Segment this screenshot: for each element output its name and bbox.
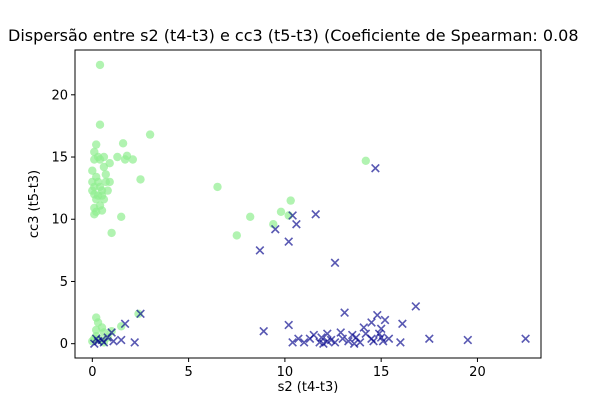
scatter-point-x xyxy=(259,326,269,336)
scatter-point-circle xyxy=(105,177,114,187)
scatter-point-x xyxy=(284,320,294,330)
scatter-point-circle xyxy=(95,155,105,164)
scatter-point-x xyxy=(424,334,434,344)
scatter-point-circle xyxy=(92,140,101,149)
scatter-point-x xyxy=(99,338,109,347)
x-axis-label: s2 (t4-t3) xyxy=(278,380,339,395)
scatter-point-x xyxy=(396,338,405,347)
scatter-point-x xyxy=(521,334,530,344)
scatter-point-circle xyxy=(120,155,130,164)
plot-frame xyxy=(74,49,542,359)
scatter-point-x xyxy=(330,338,340,347)
scatter-point-circle xyxy=(118,139,128,148)
scatter-point-x xyxy=(349,339,359,349)
x-tick-label: 20 xyxy=(469,365,486,380)
scatter-point-circle xyxy=(361,156,370,165)
scatter-point-circle xyxy=(99,195,109,204)
scatter-point-x xyxy=(299,338,309,347)
scatter-point-x xyxy=(288,211,297,220)
scatter-point-circle xyxy=(92,325,101,335)
scatter-point-x xyxy=(136,309,145,319)
x-tick-label: 15 xyxy=(373,365,390,380)
x-tick-label: 0 xyxy=(88,365,96,380)
scatter-point-circle xyxy=(232,231,241,240)
scatter-point-x xyxy=(294,334,303,344)
scatter-point-circle xyxy=(95,60,105,70)
scatter-point-circle xyxy=(117,322,126,331)
scatter-point-circle xyxy=(134,309,143,318)
y-axis-ticks: 0 5 10 15 20 xyxy=(51,88,75,352)
scatter-point-x xyxy=(347,330,357,340)
y-tick-label: 0 xyxy=(60,337,68,352)
x-axis-ticks: 0 5 10 15 20 xyxy=(88,358,486,380)
scatter-point-x xyxy=(330,258,340,268)
scatter-point-x xyxy=(109,336,118,346)
y-tick-label: 5 xyxy=(60,275,68,290)
x-tick-label: 10 xyxy=(277,365,294,380)
y-tick-label: 20 xyxy=(51,88,68,103)
scatter-point-x xyxy=(344,336,353,346)
scatter-point-circle xyxy=(276,207,286,216)
scatter-point-x xyxy=(380,315,390,325)
scatter-point-x xyxy=(463,335,473,345)
scatter-point-x xyxy=(288,338,297,347)
scatter-point-x xyxy=(338,334,348,344)
scatter-point-x xyxy=(371,163,380,173)
scatter-point-x xyxy=(378,336,388,346)
scatter-point-x xyxy=(322,336,332,346)
scatter-point-circle xyxy=(246,212,255,221)
scatter-point-x xyxy=(89,339,99,349)
scatter-point-circle xyxy=(95,120,105,129)
points-layer xyxy=(88,60,530,349)
scatter-point-x xyxy=(319,339,328,349)
scatter-point-x xyxy=(292,219,301,229)
scatter-point-x xyxy=(384,334,394,344)
scatter-point-x xyxy=(130,338,140,347)
scatter-point-circle xyxy=(128,155,137,164)
scatter-point-circle xyxy=(90,210,99,219)
scatter-point-circle xyxy=(107,228,116,238)
scatter-point-circle xyxy=(101,170,111,179)
scatter-point-x xyxy=(367,318,376,327)
y-axis-label: cc3 (t5-t3) xyxy=(27,170,42,238)
scatter-point-x xyxy=(311,209,321,219)
scatter-point-x xyxy=(369,336,378,346)
scatter-point-x xyxy=(116,335,126,345)
scatter-point-x xyxy=(270,224,280,234)
scatter-point-x xyxy=(255,246,265,255)
scatter-point-circle xyxy=(99,162,109,172)
scatter-point-x xyxy=(305,334,315,344)
scatter-point-circle xyxy=(145,130,155,139)
x-tick-label: 5 xyxy=(184,365,192,380)
scatter-point-circle xyxy=(136,175,145,184)
scatter-point-x xyxy=(372,310,382,320)
scatter-point-x xyxy=(284,237,294,246)
scatter-point-x xyxy=(340,308,349,317)
scatter-point-circle xyxy=(88,166,97,175)
scatter-point-circle xyxy=(213,182,222,192)
scatter-point-x xyxy=(91,334,101,344)
y-tick-label: 10 xyxy=(51,213,68,228)
scatter-point-x xyxy=(336,328,346,337)
scatter-point-x xyxy=(359,323,369,332)
scatter-point-circle xyxy=(117,212,126,221)
scatter-point-x xyxy=(317,333,326,342)
chart-title: Dispersão entre s2 (t4-t3) e cc3 (t5-t3)… xyxy=(8,26,579,45)
scatter-point-x xyxy=(398,319,407,329)
scatter-point-circle xyxy=(103,186,112,195)
scatter-point-x xyxy=(411,302,421,311)
scatter-point-circle xyxy=(107,327,116,336)
scatter-point-circle xyxy=(269,220,278,229)
y-tick-label: 15 xyxy=(51,151,68,166)
scatter-point-circle xyxy=(92,195,101,204)
scatter-point-circle xyxy=(113,152,122,162)
scatter-point-x xyxy=(376,324,386,334)
scatter-point-circle xyxy=(286,196,295,205)
scatter-point-x xyxy=(322,329,332,339)
scatter-point-x xyxy=(120,319,130,329)
